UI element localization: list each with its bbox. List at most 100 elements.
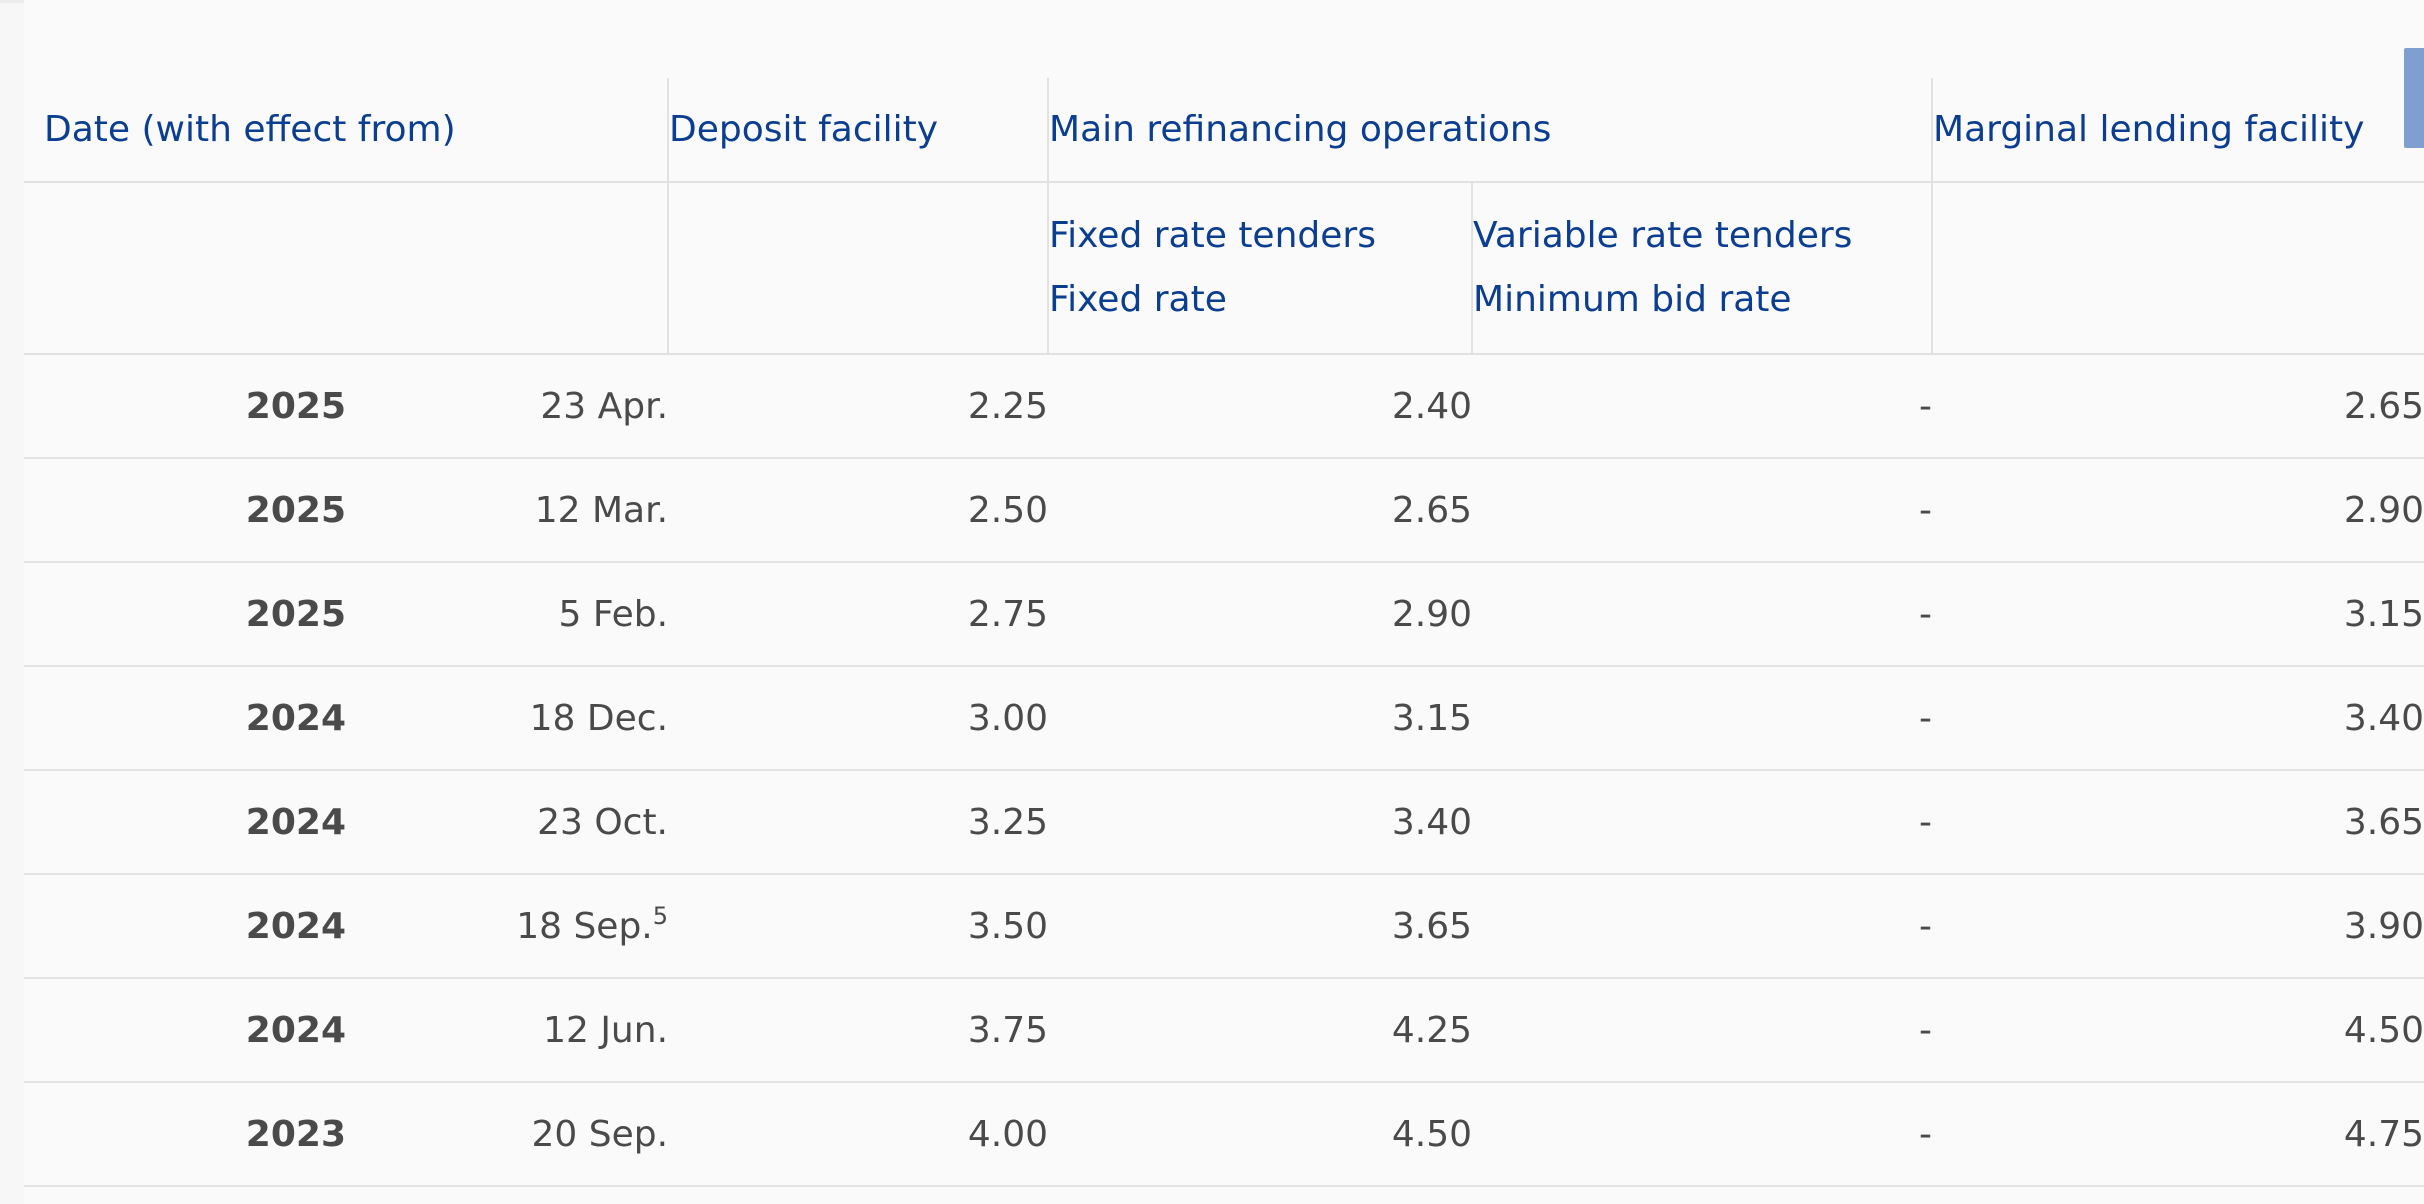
row-fixed-rate-text: 2.65 (1391, 489, 1473, 531)
row-date-text: 23 Oct. (537, 801, 669, 843)
row-year: 2025 (24, 562, 346, 667)
table-row: 2025 12 Mar. 2.50 2.65 - 2.90 (24, 458, 2424, 563)
footnote-marker[interactable]: 5 (652, 901, 669, 930)
row-year-text: 2025 (245, 593, 346, 635)
row-marginal-rate: 4.75 (1932, 1082, 2424, 1187)
row-marginal-rate: 4.50 (1932, 978, 2424, 1083)
row-date-text: 20 Sep. (531, 1113, 669, 1155)
row-date: 12 Mar. (346, 458, 669, 563)
row-deposit-rate: 3.00 (668, 666, 1049, 771)
row-year: 2024 (24, 978, 346, 1083)
header-date: Date (with effect from) (24, 78, 669, 183)
row-marginal-rate: 2.90 (1932, 458, 2424, 563)
row-variable-rate-text: - (1919, 489, 1933, 531)
row-variable-rate: - (1472, 978, 1933, 1083)
row-deposit-rate-text: 4.00 (967, 1113, 1049, 1155)
row-fixed-rate: 2.90 (1048, 562, 1473, 667)
table-container: Date (with effect from) Deposit facility… (24, 0, 2424, 1204)
row-variable-rate-text: - (1919, 697, 1933, 739)
row-fixed-rate-text: 4.25 (1391, 1009, 1473, 1051)
header-row: Date (with effect from) Deposit facility… (24, 78, 2424, 183)
row-variable-rate: - (1472, 458, 1933, 563)
row-variable-rate-text: - (1919, 593, 1933, 635)
header-main-refinancing: Main refinancing operations (1047, 78, 1933, 183)
row-deposit-rate: 3.25 (668, 770, 1049, 875)
row-year-text: 2024 (245, 801, 346, 843)
table-row: 2025 5 Feb. 2.75 2.90 - 3.15 (24, 562, 2424, 667)
row-fixed-rate-text: 3.65 (1391, 905, 1473, 947)
row-date: 18 Dec. (346, 666, 669, 771)
row-deposit-rate: 4.00 (668, 1082, 1049, 1187)
row-marginal-rate-text: 3.15 (2343, 593, 2424, 635)
row-marginal-rate: 2.65 (1932, 354, 2424, 459)
row-date-text: 18 Dec. (529, 697, 669, 739)
row-marginal-rate-text: 3.40 (2343, 697, 2424, 739)
row-deposit-rate-text: 3.75 (967, 1009, 1049, 1051)
table-row: 2025 23 Apr. 2.25 2.40 - 2.65 (24, 354, 2424, 459)
row-date: 12 Jun. (346, 978, 669, 1083)
row-variable-rate: - (1472, 354, 1933, 459)
subheader-fixed-line2: Fixed rate (1049, 279, 1227, 320)
header-deposit-facility: Deposit facility (667, 78, 1049, 183)
row-year-text: 2025 (245, 385, 346, 427)
row-variable-rate-text: - (1919, 1113, 1933, 1155)
subheader-fixed-rate: Fixed rate tenders Fixed rate (1047, 182, 1473, 355)
interest-rates-table: Date (with effect from) Deposit facility… (24, 78, 2424, 1187)
row-fixed-rate-text: 3.40 (1391, 801, 1473, 843)
row-variable-rate: - (1472, 666, 1933, 771)
row-fixed-rate: 3.40 (1048, 770, 1473, 875)
row-deposit-rate-text: 2.75 (967, 593, 1049, 635)
row-date-text: 12 Mar. (534, 489, 669, 531)
row-date: 20 Sep. (346, 1082, 669, 1187)
row-marginal-rate: 3.40 (1932, 666, 2424, 771)
row-marginal-rate-text: 3.65 (2343, 801, 2424, 843)
row-marginal-rate: 3.15 (1932, 562, 2424, 667)
subheader-fixed-line1: Fixed rate tenders (1049, 215, 1376, 256)
row-fixed-rate: 2.65 (1048, 458, 1473, 563)
row-fixed-rate-text: 3.15 (1391, 697, 1473, 739)
row-date: 18 Sep.5 (346, 874, 669, 979)
subheader-variable-rate: Variable rate tenders Minimum bid rate (1471, 182, 1933, 355)
row-fixed-rate-text: 2.90 (1391, 593, 1473, 635)
row-fixed-rate: 3.15 (1048, 666, 1473, 771)
table-row: 2024 18 Sep.5 3.50 3.65-3.90 (24, 874, 2424, 979)
table-row: 2024 12 Jun. 3.75 4.25 - 4.50 (24, 978, 2424, 1083)
row-deposit-rate-text: 2.50 (967, 489, 1049, 531)
row-fixed-rate: 4.50 (1048, 1082, 1473, 1187)
row-deposit-rate-text: 3.25 (967, 801, 1049, 843)
row-date: 23 Oct. (346, 770, 669, 875)
row-variable-rate-text: - (1919, 1009, 1933, 1051)
subheader-row: Fixed rate tenders Fixed rate Variable r… (24, 182, 2424, 355)
row-fixed-rate-text: 2.40 (1391, 385, 1473, 427)
row-fixed-rate: 3.65 (1048, 874, 1473, 979)
row-year-text: 2024 (245, 905, 346, 947)
row-year: 2025 (24, 354, 346, 459)
row-year-text: 2025 (245, 489, 346, 531)
row-year: 2024 (24, 666, 346, 771)
row-deposit-rate: 2.25 (668, 354, 1049, 459)
row-marginal-rate-text: 2.65 (2343, 385, 2424, 427)
row-variable-rate-text: - (1919, 801, 1933, 843)
row-date: 5 Feb. (346, 562, 669, 667)
row-marginal-rate-text: 4.75 (2343, 1113, 2424, 1155)
row-deposit-rate-text: 2.25 (967, 385, 1049, 427)
row-variable-rate: - (1472, 770, 1933, 875)
row-variable-rate-text: - (1919, 905, 1933, 947)
row-fixed-rate: 2.40 (1048, 354, 1473, 459)
row-year: 2024 (24, 770, 346, 875)
row-date: 23 Apr. (346, 354, 669, 459)
row-variable-rate: - (1472, 562, 1933, 667)
row-variable-rate: - (1472, 1082, 1933, 1187)
table-row: 2023 20 Sep. 4.00 4.50 - 4.75 (24, 1082, 2424, 1187)
row-marginal-rate-text: 4.50 (2343, 1009, 2424, 1051)
scrollbar-thumb[interactable] (2404, 48, 2424, 148)
row-year-text: 2024 (245, 1009, 346, 1051)
row-variable-rate: - (1472, 874, 1933, 979)
subheader-date-empty (24, 182, 669, 355)
subheader-variable-line2: Minimum bid rate (1473, 279, 1792, 320)
row-deposit-rate: 2.50 (668, 458, 1049, 563)
row-deposit-rate: 2.75 (668, 562, 1049, 667)
row-fixed-rate-text: 4.50 (1391, 1113, 1473, 1155)
table-body: 2025 23 Apr. 2.25 2.40-2.65 2025 12 Mar. 2.50 2… (24, 354, 2424, 1187)
row-year-text: 2023 (245, 1113, 346, 1155)
